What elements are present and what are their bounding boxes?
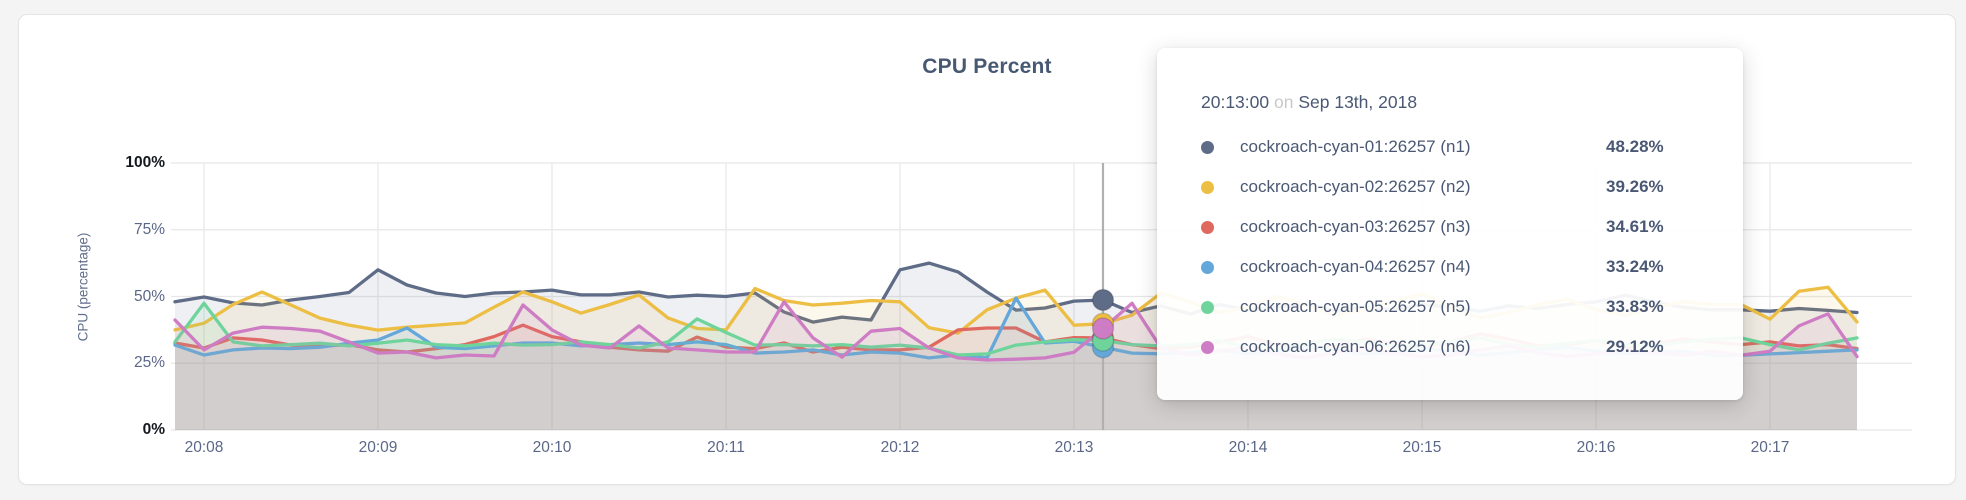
y-tick-label: 0% [142, 421, 165, 438]
series-color-dot [1201, 300, 1214, 314]
chart-title: CPU Percent [922, 55, 1052, 78]
series-color-dot [1201, 340, 1214, 354]
tooltip-row: cockroach-cyan-05:26257 (n5) 33.83% [1201, 287, 1743, 327]
x-tick-label: 20:11 [707, 439, 745, 456]
tooltip-series-value: 33.24% [1606, 257, 1664, 276]
x-tick-label: 20:16 [1576, 439, 1616, 456]
tooltip-series-label: cockroach-cyan-03:26257 (n3) [1240, 217, 1471, 236]
x-tick-label: 20:12 [880, 439, 920, 456]
tooltip-row: cockroach-cyan-01:26257 (n1) 48.28% [1201, 127, 1743, 167]
y-tick-label: 75% [133, 220, 165, 238]
tooltip-row: cockroach-cyan-02:26257 (n2) 39.26% [1201, 167, 1743, 207]
series-color-dot [1201, 260, 1214, 274]
hover-dot-n6 [1091, 317, 1115, 340]
x-tick-label: 20:13 [1054, 439, 1094, 456]
tooltip-row: cockroach-cyan-04:26257 (n4) 33.24% [1201, 247, 1743, 287]
series-color-dot [1201, 220, 1214, 234]
x-tick-label: 20:09 [358, 439, 398, 456]
series-color-dot [1201, 180, 1214, 194]
tooltip-series-value: 48.28% [1606, 137, 1664, 156]
x-tick-label: 20:14 [1228, 439, 1268, 456]
x-tick-label: 20:17 [1750, 439, 1790, 456]
hover-dot-n1 [1091, 288, 1115, 312]
tooltip-series-label: cockroach-cyan-02:26257 (n2) [1240, 177, 1471, 196]
tooltip-timestamp: 20:13:00 on Sep 13th, 2018 [1201, 92, 1418, 112]
tooltip-series-label: cockroach-cyan-01:26257 (n1) [1240, 137, 1471, 156]
x-tick-label: 20:15 [1402, 439, 1442, 456]
series-color-dot [1201, 140, 1214, 154]
y-tick-label: 25% [133, 354, 165, 372]
tooltip-series-value: 39.26% [1606, 177, 1664, 196]
chart-tooltip: 20:13:00 on Sep 13th, 2018 cockroach-cya… [1157, 48, 1743, 400]
tooltip-series-label: cockroach-cyan-04:26257 (n4) [1240, 257, 1471, 276]
y-tick-label: 100% [125, 154, 165, 171]
chart-card: CPU Percent CPU (percentage) 0% 25% 50% 75%… [18, 14, 1956, 485]
tooltip-series-label: cockroach-cyan-06:26257 (n6) [1240, 337, 1471, 356]
tooltip-series-label: cockroach-cyan-05:26257 (n5) [1240, 297, 1471, 316]
tooltip-series-value: 29.12% [1606, 337, 1664, 356]
tooltip-series-value: 33.83% [1606, 297, 1664, 316]
x-tick-label: 20:08 [184, 439, 224, 456]
y-tick-label: 50% [133, 287, 165, 305]
tooltip-row: cockroach-cyan-03:26257 (n3) 34.61% [1201, 207, 1743, 247]
tooltip-series-value: 34.61% [1606, 217, 1664, 236]
tooltip-time: 20:13:00 [1201, 92, 1270, 112]
tooltip-row: cockroach-cyan-06:26257 (n6) 29.12% [1201, 327, 1743, 367]
x-tick-label: 20:10 [532, 439, 572, 456]
tooltip-series-list: cockroach-cyan-01:26257 (n1) 48.28% cockro… [1201, 127, 1743, 367]
